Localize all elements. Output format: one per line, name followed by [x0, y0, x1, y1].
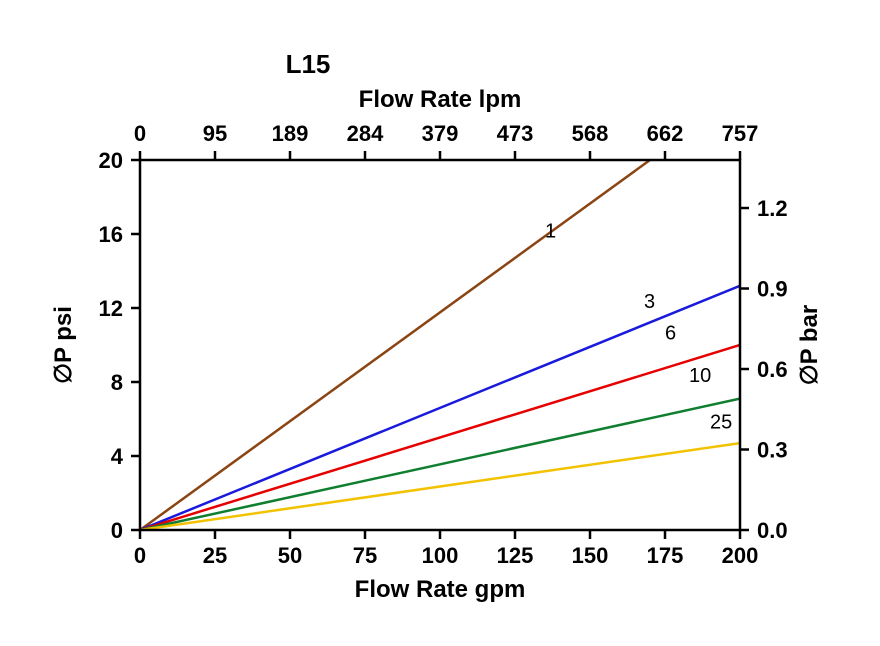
x-top-tick-label: 568	[572, 121, 609, 146]
y-right-tick-label: 1.2	[757, 196, 788, 221]
x-bottom-tick-label: 200	[722, 543, 759, 568]
y-right-tick-label: 0.3	[757, 438, 788, 463]
series-label-3: 3	[644, 291, 655, 313]
y-right-axis-label: ∅P bar	[796, 305, 823, 386]
y-left-axis-label: ∅P psi	[50, 306, 77, 384]
x-bottom-tick-label: 100	[422, 543, 459, 568]
x-top-tick-label: 189	[272, 121, 309, 146]
x-bottom-tick-label: 175	[647, 543, 684, 568]
x-top-tick-label: 473	[497, 121, 534, 146]
y-left-tick-label: 12	[99, 296, 123, 321]
pressure-drop-chart: 0255075100125150175200Flow Rate gpm09518…	[0, 0, 880, 646]
y-left-tick-label: 8	[111, 370, 123, 395]
x-bottom-tick-label: 150	[572, 543, 609, 568]
x-top-tick-label: 379	[422, 121, 459, 146]
y-right-tick-label: 0.9	[757, 277, 788, 302]
chart-title: L15	[286, 49, 331, 79]
x-top-tick-label: 662	[647, 121, 684, 146]
x-bottom-tick-label: 50	[278, 543, 302, 568]
series-label-1: 1	[545, 221, 556, 243]
series-label-25: 25	[710, 411, 732, 433]
x-bottom-tick-label: 75	[353, 543, 377, 568]
x-bottom-tick-label: 0	[134, 543, 146, 568]
x-top-tick-label: 95	[203, 121, 227, 146]
x-top-tick-label: 284	[347, 121, 384, 146]
y-right-tick-label: 0.0	[757, 518, 788, 543]
x-bottom-tick-label: 25	[203, 543, 227, 568]
series-label-10: 10	[689, 365, 711, 387]
x-top-tick-label: 757	[722, 121, 759, 146]
x-bottom-tick-label: 125	[497, 543, 534, 568]
y-left-tick-label: 4	[111, 444, 124, 469]
x-bottom-axis-label: Flow Rate gpm	[355, 576, 526, 603]
x-top-tick-label: 0	[134, 121, 146, 146]
y-left-tick-label: 20	[99, 148, 123, 173]
y-left-tick-label: 16	[99, 222, 123, 247]
y-left-tick-label: 0	[111, 518, 123, 543]
y-right-tick-label: 0.6	[757, 357, 788, 382]
series-label-6: 6	[665, 322, 676, 344]
x-top-axis-label: Flow Rate lpm	[359, 86, 522, 113]
chart-container: 0255075100125150175200Flow Rate gpm09518…	[0, 0, 880, 646]
